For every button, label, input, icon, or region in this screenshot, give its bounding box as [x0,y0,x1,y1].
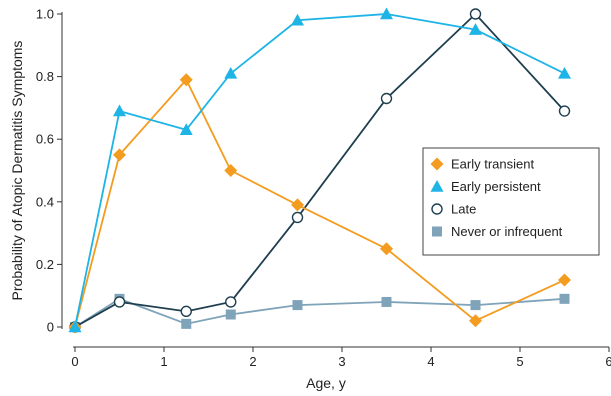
data-point-early-transient [469,314,482,328]
y-tick-label: 0.2 [36,257,54,272]
data-point-late [291,211,304,224]
data-point-never-or-infrequent [381,296,392,307]
data-point-early-persistent [469,23,482,35]
x-tick-label: 0 [71,354,78,369]
data-point-early-persistent [113,104,126,117]
series-late [69,8,571,333]
data-point-early-persistent [558,66,571,79]
data-point-late [469,8,482,20]
data-point-late [558,105,571,117]
x-tick-label: 3 [338,354,345,369]
data-point-never-or-infrequent [225,309,236,320]
series-early-persistent [68,7,571,333]
x-tick-label: 1 [160,354,167,369]
legend: Early transient Early persistent Late Never… [422,147,600,256]
data-point-early-transient [113,148,126,162]
data-point-late [380,92,393,105]
data-point-early-persistent [380,7,393,20]
axes: 0 0.2 0.4 0.6 0.8 1.0 0 1 2 3 4 5 6 [36,7,611,370]
data-point-early-transient [224,164,238,177]
x-tick-label: 2 [249,354,256,369]
data-point-early-transient [380,242,393,256]
data-point-early-persistent [68,320,82,333]
legend-box [422,147,600,256]
data-point-late [180,305,192,318]
x-tick-label: 5 [516,354,523,369]
series-layer [68,7,571,334]
x-tick-label: 6 [605,354,611,369]
legend-label-late: Late [451,202,476,217]
data-point-early-transient [179,73,193,87]
series-line-early-transient [74,78,565,328]
y-tick-label: 0.6 [36,132,54,147]
data-point-never-or-infrequent [292,300,303,311]
data-point-late [113,296,126,308]
y-tick-label: 0 [47,320,54,335]
y-axis-title: Probability of Atopic Dermatitis Symptom… [9,41,25,301]
y-tick-label: 1.0 [36,7,54,22]
data-point-never-or-infrequent [559,293,570,304]
legend-label-never-or-infrequent: Never or infrequent [451,224,563,239]
series-line-early-persistent [74,13,565,328]
data-point-early-persistent [179,123,193,136]
legend-label-early-persistent: Early persistent [451,179,541,194]
y-tick-label: 0.4 [36,194,54,209]
legend-marker-early-transient [430,157,444,171]
legend-label-early-transient: Early transient [451,157,534,172]
data-point-early-transient [558,273,571,287]
data-point-early-persistent [224,66,238,79]
data-point-never-or-infrequent [470,300,481,311]
legend-marker-never-or-infrequent [432,226,442,237]
data-point-never-or-infrequent [181,318,192,329]
x-axis-title: Age, y [306,375,346,391]
data-point-early-persistent [291,13,304,26]
x-tick-label: 4 [427,354,434,369]
data-point-early-transient [291,198,304,212]
series-early-transient [68,73,571,334]
legend-marker-late [431,203,443,215]
data-point-late [225,296,237,308]
y-tick-label: 0.8 [36,69,54,84]
series-line-late [74,12,566,328]
legend-marker-early-persistent [430,180,444,192]
